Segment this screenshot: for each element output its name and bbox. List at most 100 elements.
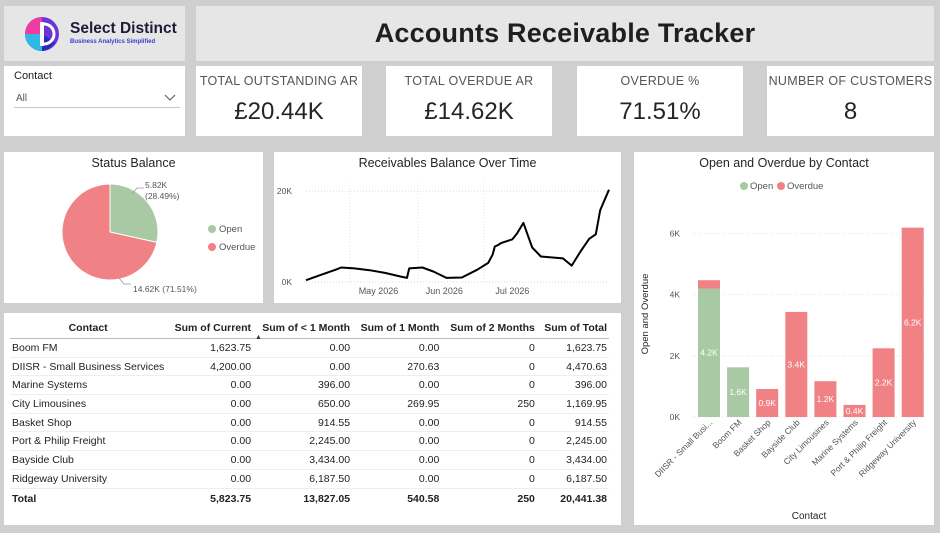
- table-cell: 396.00: [536, 375, 609, 396]
- logo-name: Select Distinct: [70, 20, 177, 37]
- table-cell: Ridgeway University: [10, 469, 167, 489]
- table-cell: 0.00: [352, 431, 442, 452]
- x-tick-label: Jul 2026: [495, 286, 529, 296]
- column-header-1-month[interactable]: Sum of 1 Month: [352, 319, 442, 339]
- table-cell: 0.00: [253, 357, 353, 377]
- bar-overdue[interactable]: [843, 404, 866, 417]
- table-cell: 0.00: [352, 413, 442, 433]
- pie-slice-open[interactable]: [109, 183, 159, 243]
- total-cell: 20,441.38: [536, 487, 609, 507]
- table-cell: 0: [441, 413, 537, 433]
- column-header-2-months[interactable]: Sum of 2 Months: [441, 319, 537, 339]
- table-cell: 0.00: [166, 431, 254, 452]
- table-cell: 0.00: [166, 469, 254, 489]
- data-label: (28.49%): [145, 191, 180, 201]
- bar-data-label: 3.4K: [788, 359, 806, 369]
- table-cell: 0: [441, 450, 537, 470]
- y-tick-label: 4K: [670, 290, 681, 300]
- legend-overdue-marker: [777, 182, 785, 190]
- kpi-value: £20.44K: [234, 98, 324, 125]
- y-tick-label: 0K: [670, 412, 681, 422]
- column-header-contact[interactable]: Contact: [10, 319, 167, 339]
- bar-data-label: 0.9K: [758, 398, 776, 408]
- legend-overdue-label: Overdue: [787, 181, 823, 192]
- data-label: 5.82K: [145, 180, 168, 190]
- bar-chart: Open Overdue 0K 2K 4K 6K Open and Overdue 4.2K D…: [640, 181, 926, 522]
- bar-overdue[interactable]: [901, 227, 924, 417]
- table-cell: Basket Shop: [10, 413, 167, 433]
- table-total-row: Total 5,823.75 13,827.05 540.58 250 20,441.38: [10, 487, 609, 507]
- table-cell: 0.00: [166, 375, 254, 396]
- kpi-value: 8: [843, 98, 858, 125]
- table-cell: 0.00: [166, 450, 254, 470]
- table-cell: Marine Systems: [10, 375, 167, 396]
- kpi-number-of-customers: NUMBER OF CUSTOMERS 8: [767, 66, 934, 136]
- series-line-balance[interactable]: [305, 189, 610, 282]
- data-label: 14.62K (71.51%): [133, 284, 197, 294]
- table-row[interactable]: Boom FM 1,623.75 0.00 0.00 0 1,623.75: [10, 338, 609, 358]
- table-cell: 0.00: [352, 450, 442, 470]
- column-header-total[interactable]: Sum of Total: [536, 319, 609, 339]
- bar-open[interactable]: [698, 288, 720, 417]
- bar-overdue[interactable]: [872, 348, 895, 417]
- bar-overdue[interactable]: [756, 389, 779, 417]
- y-axis-label: Open and Overdue: [640, 274, 651, 355]
- x-tick-label: DIISR - Small Busi...: [653, 417, 715, 479]
- line-chart: May 2026 Jun 2026 Jul 2026 0K 20K: [277, 182, 610, 296]
- total-cell: Total: [10, 487, 167, 507]
- table-cell: 0: [441, 357, 537, 377]
- table-row[interactable]: City Limousines 0.00 650.00 269.95 250 1,169.…: [10, 394, 609, 414]
- leader-line: [131, 187, 144, 195]
- table-header-row: Contact Sum of Current Sum of < 1 Month ▲…: [10, 319, 609, 341]
- x-tick-label: Jun 2026: [426, 286, 463, 296]
- kpi-title: NUMBER OF CUSTOMERS: [768, 74, 933, 88]
- legend-overdue-label: Overdue: [219, 242, 255, 253]
- column-header-label: Sum of < 1 Month: [262, 322, 351, 334]
- kpi-total-outstanding: TOTAL OUTSTANDING AR £20.44K: [196, 66, 362, 136]
- table-cell: 269.95: [352, 394, 442, 414]
- aging-table: Contact Sum of Current Sum of < 1 Month ▲…: [10, 319, 609, 507]
- table-cell: 1,169.95: [536, 394, 609, 414]
- table-row[interactable]: Port & Philip Freight 0.00 2,245.00 0.00 0 2,…: [10, 431, 609, 452]
- table-cell: 1,623.75: [166, 338, 254, 358]
- bar-data-label: 1.2K: [817, 394, 835, 404]
- pie-slice-overdue[interactable]: [61, 183, 158, 281]
- legend-open-marker: [208, 225, 216, 233]
- table-row[interactable]: Ridgeway University 0.00 6,187.50 0.00 0 6,18…: [10, 469, 609, 489]
- legend-open-label: Open: [219, 224, 242, 235]
- table-row[interactable]: Marine Systems 0.00 396.00 0.00 0 396.00: [10, 375, 609, 396]
- ar-aging-table: Contact Sum of Current Sum of < 1 Month ▲…: [4, 313, 621, 525]
- table-cell: Port & Philip Freight: [10, 431, 167, 452]
- table-row[interactable]: Basket Shop 0.00 914.55 0.00 0 914.55: [10, 413, 609, 433]
- column-header-current[interactable]: Sum of Current: [166, 319, 254, 339]
- chart-title: Receivables Balance Over Time: [358, 156, 537, 170]
- bar-open[interactable]: [727, 367, 750, 417]
- table-cell: Bayside Club: [10, 450, 167, 470]
- total-cell: 250: [441, 487, 537, 507]
- contact-dropdown[interactable]: All: [14, 88, 180, 108]
- table-row[interactable]: DIISR - Small Business Services 4,200.00 0…: [10, 357, 609, 377]
- kpi-overdue-percent: OVERDUE % 71.51%: [577, 66, 743, 136]
- table-cell: 2,245.00: [253, 431, 353, 452]
- y-tick-label: 6K: [670, 228, 681, 238]
- bar-data-label: 6.2K: [904, 317, 922, 327]
- contact-slicer: Contact All: [4, 66, 185, 136]
- y-tick-label: 2K: [670, 351, 681, 361]
- legend-overdue-marker: [208, 243, 216, 251]
- table-row[interactable]: Bayside Club 0.00 3,434.00 0.00 0 3,434.00: [10, 450, 609, 470]
- table-cell: 0.00: [166, 394, 254, 414]
- table-cell: 1,623.75: [536, 338, 609, 358]
- bar-overdue[interactable]: [814, 381, 837, 417]
- bar-overdue[interactable]: [698, 280, 720, 289]
- page-title: Accounts Receivable Tracker: [374, 18, 756, 48]
- leader-line: [118, 277, 131, 285]
- table-cell: 3,434.00: [253, 450, 353, 470]
- bar-overdue[interactable]: [785, 311, 808, 417]
- kpi-value: 71.51%: [619, 98, 701, 125]
- x-tick-label: May 2026: [359, 286, 399, 296]
- chevron-down-icon[interactable]: [164, 91, 176, 103]
- table-cell: 4,470.63: [536, 357, 609, 377]
- open-overdue-by-contact-chart: Open and Overdue by Contact Open Overdue 0…: [634, 152, 934, 525]
- column-header-lt-1-month[interactable]: Sum of < 1 Month ▲: [253, 319, 353, 341]
- table-cell: 0.00: [166, 413, 254, 433]
